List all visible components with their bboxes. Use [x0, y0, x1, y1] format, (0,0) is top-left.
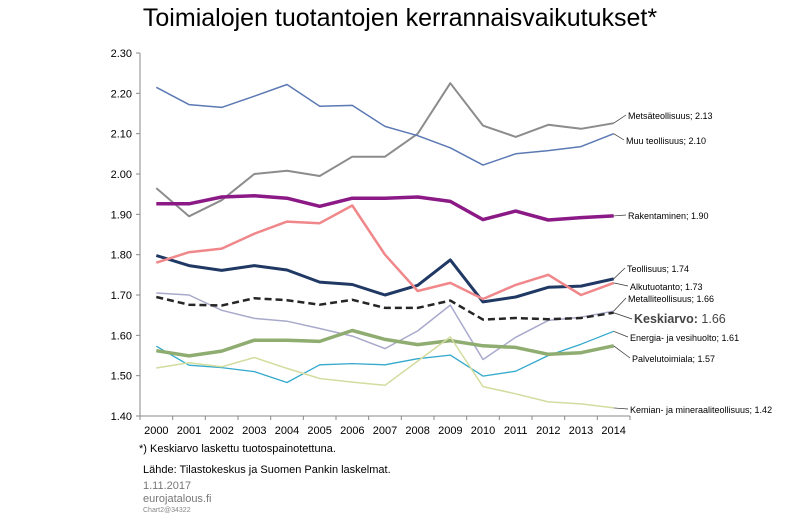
- y-tick-label: 1.40: [111, 411, 132, 423]
- series-label-name: Keskiarvo:: [634, 312, 698, 326]
- x-tick-label: 2005: [307, 425, 331, 437]
- x-tick-label: 2008: [405, 425, 429, 437]
- y-tick-label: 1.50: [111, 371, 132, 383]
- axes: 1.40 1.50 1.60 1.70 1.80 1.90 2.00 2.10 2.20 2.30…: [111, 48, 631, 437]
- series-label: Metsäteollisuus; 2.13: [628, 111, 713, 121]
- chart-code: Chart2@34322: [143, 507, 191, 514]
- x-tick-label: 2014: [601, 425, 625, 437]
- series-label: Alkutuotanto; 1.73: [630, 282, 703, 292]
- series-label: Palvelutoimiala; 1.57: [632, 354, 715, 364]
- label-leader-line: [613, 282, 629, 287]
- y-tick-label: 1.70: [111, 290, 132, 302]
- label-leader-line: [613, 133, 625, 141]
- series-line-kemian-ja-mineraaliteollisuus: [156, 336, 614, 409]
- x-tick-label: 2006: [340, 425, 364, 437]
- x-tick-label: 2011: [504, 425, 528, 437]
- series-labels: Metsäteollisuus; 2.13 Muu teollisuus; 2.1…: [613, 111, 772, 415]
- footnote: *) Keskiarvo laskettu tuotospainotettuna…: [139, 443, 336, 455]
- y-tick-label: 2.30: [111, 48, 132, 60]
- publish-date: 1.11.2017: [143, 480, 192, 492]
- label-leader-line: [613, 114, 627, 124]
- y-tick-label: 2.10: [111, 129, 132, 141]
- y-tick-label: 1.80: [111, 250, 132, 262]
- label-leader-line: [613, 267, 626, 280]
- y-tick-label: 1.90: [111, 209, 132, 221]
- x-tick-label: 2002: [209, 425, 233, 437]
- label-leader-line: [613, 407, 629, 410]
- series-line-energia-ja-vesihuolto: [155, 330, 614, 384]
- source-note: Lähde: Tilastokeskus ja Suomen Pankin la…: [143, 464, 391, 476]
- series-line-alkutuotanto: [155, 204, 615, 301]
- series-label: Muu teollisuus; 2.10: [626, 136, 706, 146]
- y-tick-label: 2.20: [111, 88, 132, 100]
- series-lines: [155, 82, 615, 409]
- series-label: Rakentaminen; 1.90: [628, 211, 709, 221]
- chart-title: Toimialojen tuotantojen kerrannaisvaikut…: [142, 4, 658, 32]
- x-tick-label: 2007: [373, 425, 397, 437]
- label-leader-line: [613, 330, 629, 338]
- label-leader-line: [613, 214, 627, 217]
- site-name: eurojatalous.fi: [143, 493, 212, 505]
- series-label: Energia- ja vesihuolto; 1.61: [630, 333, 739, 343]
- x-tick-label: 2010: [471, 425, 495, 437]
- series-line-rakentaminen: [156, 194, 614, 222]
- y-tick-label: 1.60: [111, 330, 132, 342]
- label-leader-line: [613, 297, 627, 312]
- series-label: Teollisuus; 1.74: [627, 264, 689, 274]
- series-label: Keskiarvo: 1.66: [634, 312, 726, 326]
- series-line-muu-teollisuus: [155, 83, 614, 166]
- label-leader-line: [613, 312, 633, 320]
- series-line-metsäteollisuus: [155, 82, 614, 218]
- series-label: Metalliteollisuus; 1.66: [628, 294, 714, 304]
- x-tick-label: 2013: [569, 425, 593, 437]
- series-label-value: 1.66: [698, 312, 726, 326]
- x-tick-label: 2012: [536, 425, 560, 437]
- series-label: Kemian- ja mineraaliteollisuus; 1.42: [630, 405, 772, 415]
- x-tick-label: 2003: [242, 425, 266, 437]
- label-leader-line: [613, 345, 631, 359]
- x-tick-label: 2009: [438, 425, 462, 437]
- x-tick-label: 2001: [177, 425, 201, 437]
- series-line-metalliteollisuus: [156, 292, 614, 361]
- series-line-keskiarvo: [156, 295, 614, 321]
- x-tick-label: 2004: [275, 425, 299, 437]
- series-line-teollisuus: [155, 254, 615, 304]
- series-line-palvelutoimiala: [156, 328, 615, 358]
- x-tick-label: 2000: [144, 425, 168, 437]
- y-tick-label: 2.00: [111, 169, 132, 181]
